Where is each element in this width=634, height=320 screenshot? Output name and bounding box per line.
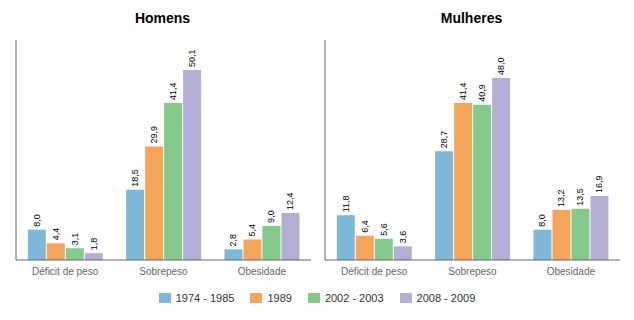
svg-text:41,4: 41,4 [168, 82, 178, 100]
svg-text:Déficit de peso: Déficit de peso [32, 266, 99, 277]
html-text:Mulheres: Mulheres [440, 10, 503, 26]
svg-text:8,0: 8,0 [537, 214, 547, 227]
svg-text:2,8: 2,8 [228, 234, 238, 247]
html-text:Homens: Homens [134, 10, 191, 26]
svg-text:50,1: 50,1 [187, 49, 197, 67]
html-text:1974 - 1985: 1974 - 1985 [175, 292, 235, 304]
svg-text:40,9: 40,9 [477, 84, 487, 102]
html-text:2008 - 2009: 2008 - 2009 [416, 292, 476, 304]
html-text:1989: 1989 [267, 292, 292, 304]
svg-text:3,6: 3,6 [398, 231, 408, 244]
svg-text:11,8: 11,8 [341, 195, 351, 212]
svg-text:48,0: 48,0 [496, 57, 506, 75]
svg-text:9,0: 9,0 [266, 210, 276, 223]
svg-text:Déficit de peso: Déficit de peso [341, 266, 408, 277]
svg-text:5,6: 5,6 [379, 223, 389, 236]
svg-text:16,9: 16,9 [594, 175, 604, 193]
svg-text:28,7: 28,7 [439, 131, 449, 149]
svg-text:18,5: 18,5 [130, 169, 140, 187]
svg-text:Obesidade: Obesidade [238, 266, 287, 277]
svg-text:41,4: 41,4 [458, 82, 468, 100]
svg-text:6,4: 6,4 [360, 220, 370, 233]
svg-text:12,4: 12,4 [285, 192, 295, 210]
svg-text:13,2: 13,2 [556, 189, 566, 207]
svg-text:Sobrepeso: Sobrepeso [448, 266, 497, 277]
svg-text:13,5: 13,5 [575, 188, 585, 206]
svg-text:Obesidade: Obesidade [547, 266, 596, 277]
svg-text:8,0: 8,0 [32, 214, 42, 227]
svg-text:Sobrepeso: Sobrepeso [139, 266, 188, 277]
svg-text:5,4: 5,4 [247, 224, 257, 237]
svg-text:4,4: 4,4 [51, 228, 61, 241]
svg-text:29,9: 29,9 [149, 126, 159, 144]
svg-text:3,1: 3,1 [70, 233, 80, 246]
svg-text:1,8: 1,8 [89, 238, 99, 251]
html-text:2002 - 2003: 2002 - 2003 [324, 292, 384, 304]
